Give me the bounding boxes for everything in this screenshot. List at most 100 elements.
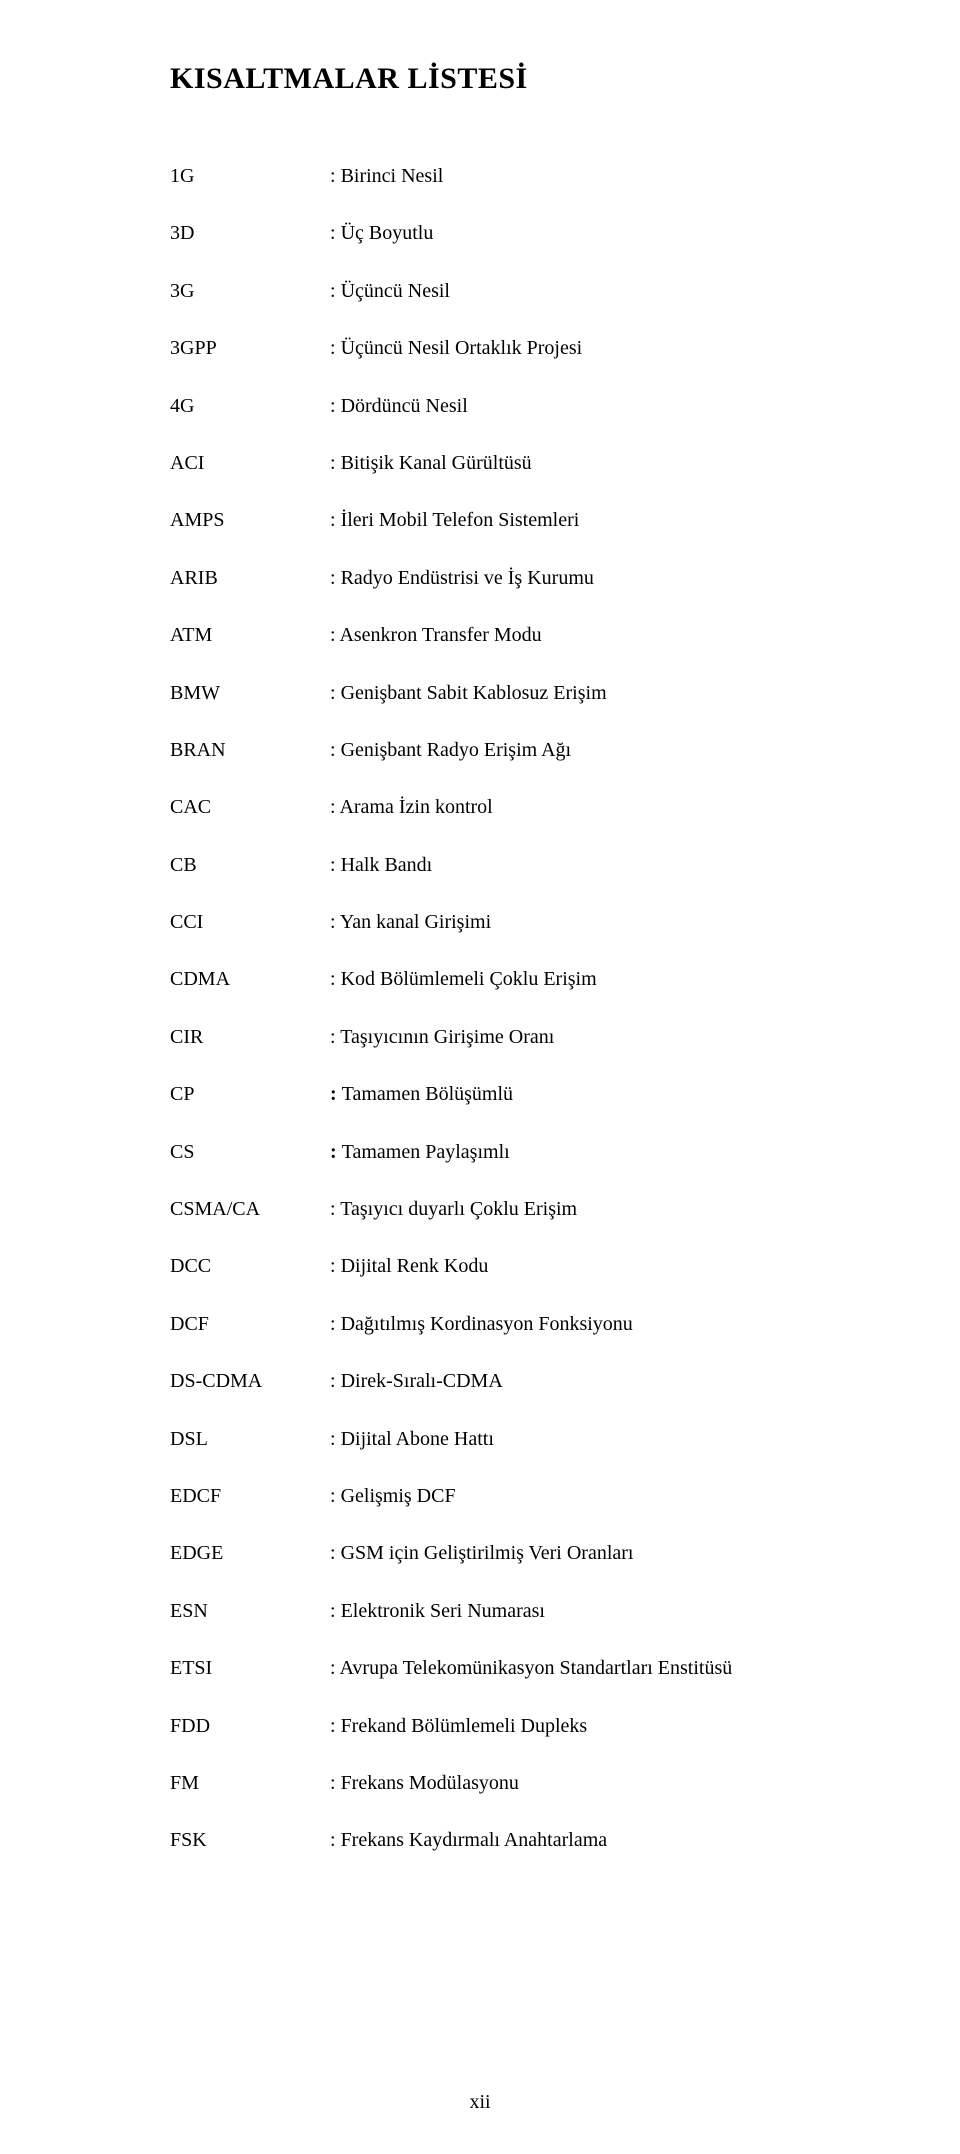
abbr-definition: : Dijital Abone Hattı	[330, 1429, 845, 1449]
abbr-row: BMW: Genişbant Sabit Kablosuz Erişim	[170, 683, 845, 703]
page-title: KISALTMALAR LİSTESİ	[170, 62, 845, 96]
abbr-definition-text: Dijital Renk Kodu	[341, 1255, 489, 1277]
abbr-term: EDCF	[170, 1486, 330, 1506]
abbr-definition-text: Avrupa Telekomünikasyon Standartları Ens…	[339, 1657, 732, 1679]
abbr-term: ESN	[170, 1601, 330, 1621]
abbr-row: ACI: Bitişik Kanal Gürültüsü	[170, 453, 845, 473]
abbr-definition-text: Frekand Bölümlemeli Dupleks	[341, 1715, 588, 1737]
abbr-definition: : Frekans Kaydırmalı Anahtarlama	[330, 1830, 845, 1850]
abbr-definition-text: Gelişmiş DCF	[341, 1485, 456, 1507]
colon-separator: :	[330, 222, 341, 244]
abbr-definition-text: Tamamen Paylaşımlı	[342, 1141, 510, 1163]
abbr-term: CP	[170, 1084, 330, 1104]
abbr-term: 3D	[170, 223, 330, 243]
abbr-term: 4G	[170, 396, 330, 416]
abbr-row: DS-CDMA: Direk-Sıralı-CDMA	[170, 1371, 845, 1391]
abbr-term: CCI	[170, 912, 330, 932]
abbreviation-list: 1G: Birinci Nesil3D: Üç Boyutlu3G: Üçünc…	[170, 166, 845, 1850]
abbr-row: ESN: Elektronik Seri Numarası	[170, 1601, 845, 1621]
abbr-definition-text: Taşıyıcının Girişime Oranı	[340, 1026, 554, 1048]
colon-separator: :	[330, 165, 341, 187]
abbr-definition-text: Halk Bandı	[341, 854, 433, 876]
abbr-term: 1G	[170, 166, 330, 186]
abbr-definition-text: Elektronik Seri Numarası	[341, 1600, 545, 1622]
abbr-definition: : Frekans Modülasyonu	[330, 1773, 845, 1793]
colon-separator: :	[330, 1772, 341, 1794]
abbr-definition-text: Genişbant Radyo Erişim Ağı	[341, 739, 572, 761]
abbr-definition: : Direk-Sıralı-CDMA	[330, 1371, 845, 1391]
colon-separator: :	[330, 968, 341, 990]
abbr-row: DSL: Dijital Abone Hattı	[170, 1429, 845, 1449]
abbr-row: ATM: Asenkron Transfer Modu	[170, 625, 845, 645]
abbr-row: CS: Tamamen Paylaşımlı	[170, 1142, 845, 1162]
abbr-definition: : GSM için Geliştirilmiş Veri Oranları	[330, 1543, 845, 1563]
abbr-term: FDD	[170, 1716, 330, 1736]
colon-separator: :	[330, 1083, 342, 1105]
abbr-term: ACI	[170, 453, 330, 473]
page-number: xii	[0, 2091, 960, 2114]
abbr-row: CP: Tamamen Bölüşümlü	[170, 1084, 845, 1104]
abbr-definition-text: Dijital Abone Hattı	[341, 1428, 494, 1450]
colon-separator: :	[330, 1485, 341, 1507]
abbr-row: CIR: Taşıyıcının Girişime Oranı	[170, 1027, 845, 1047]
abbr-row: CAC: Arama İzin kontrol	[170, 797, 845, 817]
abbr-term: CDMA	[170, 969, 330, 989]
abbr-definition: : Taşıyıcı duyarlı Çoklu Erişim	[330, 1199, 845, 1219]
abbr-term: AMPS	[170, 510, 330, 530]
colon-separator: :	[330, 1141, 342, 1163]
abbr-term: 3GPP	[170, 338, 330, 358]
colon-separator: :	[330, 337, 341, 359]
colon-separator: :	[330, 739, 341, 761]
abbr-definition: : Dördüncü Nesil	[330, 396, 845, 416]
abbr-row: 1G: Birinci Nesil	[170, 166, 845, 186]
abbr-definition-text: Bitişik Kanal Gürültüsü	[341, 452, 532, 474]
abbr-definition-text: Kod Bölümlemeli Çoklu Erişim	[341, 968, 597, 990]
colon-separator: :	[330, 452, 341, 474]
abbr-definition-text: Üç Boyutlu	[341, 222, 434, 244]
abbr-definition-text: Taşıyıcı duyarlı Çoklu Erişim	[340, 1198, 577, 1220]
abbr-row: EDCF: Gelişmiş DCF	[170, 1486, 845, 1506]
abbr-row: CSMA/CA: Taşıyıcı duyarlı Çoklu Erişim	[170, 1199, 845, 1219]
abbr-row: CB: Halk Bandı	[170, 855, 845, 875]
colon-separator: :	[330, 1428, 341, 1450]
abbr-definition: : Gelişmiş DCF	[330, 1486, 845, 1506]
abbr-definition: : Genişbant Radyo Erişim Ağı	[330, 740, 845, 760]
abbr-term: BMW	[170, 683, 330, 703]
abbr-definition: : Elektronik Seri Numarası	[330, 1601, 845, 1621]
abbr-row: 4G: Dördüncü Nesil	[170, 396, 845, 416]
abbr-term: DS-CDMA	[170, 1371, 330, 1391]
abbr-row: ARIB: Radyo Endüstrisi ve İş Kurumu	[170, 568, 845, 588]
abbr-definition: : Üçüncü Nesil Ortaklık Projesi	[330, 338, 845, 358]
abbr-definition: : Üç Boyutlu	[330, 223, 845, 243]
abbr-definition-text: Üçüncü Nesil Ortaklık Projesi	[341, 337, 583, 359]
colon-separator: :	[330, 1829, 341, 1851]
abbr-definition-text: GSM için Geliştirilmiş Veri Oranları	[341, 1542, 634, 1564]
abbr-term: DSL	[170, 1429, 330, 1449]
abbr-row: DCC: Dijital Renk Kodu	[170, 1256, 845, 1276]
abbr-row: CCI: Yan kanal Girişimi	[170, 912, 845, 932]
colon-separator: :	[330, 1198, 340, 1220]
colon-separator: :	[330, 509, 341, 531]
abbr-definition-text: Birinci Nesil	[341, 165, 444, 187]
abbr-row: DCF: Dağıtılmış Kordinasyon Fonksiyonu	[170, 1314, 845, 1334]
abbr-definition: : Dijital Renk Kodu	[330, 1256, 845, 1276]
colon-separator: :	[330, 1715, 341, 1737]
abbr-row: FDD: Frekand Bölümlemeli Dupleks	[170, 1716, 845, 1736]
abbr-definition: : Dağıtılmış Kordinasyon Fonksiyonu	[330, 1314, 845, 1334]
abbr-definition-text: Frekans Modülasyonu	[341, 1772, 519, 1794]
abbr-definition-text: Dağıtılmış Kordinasyon Fonksiyonu	[341, 1313, 633, 1335]
abbr-definition: : Birinci Nesil	[330, 166, 845, 186]
abbr-term: ARIB	[170, 568, 330, 588]
abbr-definition-text: Direk-Sıralı-CDMA	[341, 1370, 503, 1392]
abbr-definition-text: Genişbant Sabit Kablosuz Erişim	[341, 682, 607, 704]
abbr-definition-text: Tamamen Bölüşümlü	[342, 1083, 513, 1105]
abbr-definition-text: Asenkron Transfer Modu	[339, 624, 541, 646]
abbr-definition: : Arama İzin kontrol	[330, 797, 845, 817]
abbr-row: ETSI: Avrupa Telekomünikasyon Standartla…	[170, 1658, 845, 1678]
abbr-definition: : Yan kanal Girişimi	[330, 912, 845, 932]
abbr-definition: : Asenkron Transfer Modu	[330, 625, 845, 645]
abbr-definition: : Genişbant Sabit Kablosuz Erişim	[330, 683, 845, 703]
colon-separator: :	[330, 395, 341, 417]
abbr-definition: : Üçüncü Nesil	[330, 281, 845, 301]
document-page: KISALTMALAR LİSTESİ 1G: Birinci Nesil 3D:…	[0, 0, 960, 2154]
